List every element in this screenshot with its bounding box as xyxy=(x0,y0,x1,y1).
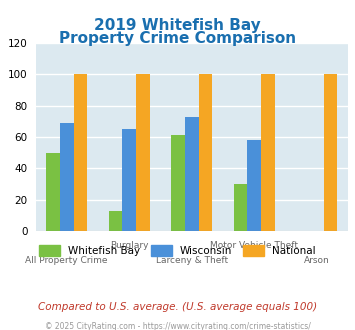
Bar xyxy=(185,116,198,231)
Text: Burglary: Burglary xyxy=(110,241,148,250)
Bar xyxy=(198,74,212,231)
Bar xyxy=(323,74,337,231)
Bar xyxy=(234,184,247,231)
Bar xyxy=(60,123,73,231)
Text: Compared to U.S. average. (U.S. average equals 100): Compared to U.S. average. (U.S. average … xyxy=(38,302,317,312)
Bar xyxy=(171,135,185,231)
Text: All Property Crime: All Property Crime xyxy=(26,256,108,265)
Bar xyxy=(261,74,275,231)
Text: Property Crime Comparison: Property Crime Comparison xyxy=(59,31,296,46)
Bar xyxy=(73,74,87,231)
Text: Arson: Arson xyxy=(304,256,329,265)
Text: 2019 Whitefish Bay: 2019 Whitefish Bay xyxy=(94,18,261,33)
Text: Motor Vehicle Theft: Motor Vehicle Theft xyxy=(210,241,298,250)
Bar xyxy=(247,140,261,231)
Bar xyxy=(46,152,60,231)
Bar xyxy=(122,129,136,231)
Bar xyxy=(109,211,122,231)
Text: Larceny & Theft: Larceny & Theft xyxy=(155,256,228,265)
Legend: Whitefish Bay, Wisconsin, National: Whitefish Bay, Wisconsin, National xyxy=(35,241,320,260)
Text: © 2025 CityRating.com - https://www.cityrating.com/crime-statistics/: © 2025 CityRating.com - https://www.city… xyxy=(45,322,310,330)
Bar xyxy=(136,74,150,231)
